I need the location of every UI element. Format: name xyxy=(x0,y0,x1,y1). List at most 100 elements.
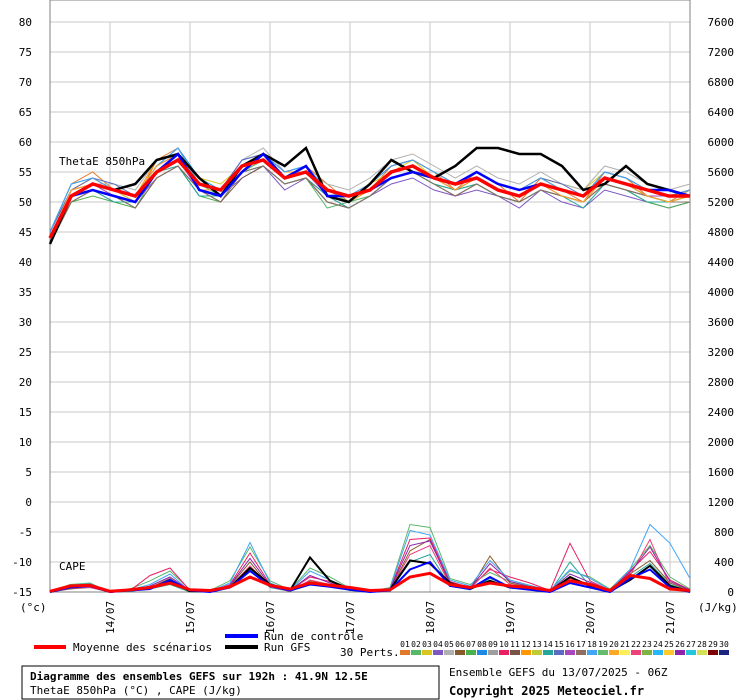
copyright: Copyright 2025 Meteociel.fr xyxy=(449,684,644,698)
thetae-mean-line xyxy=(48,157,690,239)
x-tick-label: 15/07 xyxy=(184,601,197,634)
x-tick-label: 18/07 xyxy=(424,601,437,634)
perturbation-number: 24 xyxy=(653,640,663,649)
perturbation-number: 01 xyxy=(400,640,410,649)
left-tick-label: 70 xyxy=(19,76,32,89)
left-tick-label: 35 xyxy=(19,286,32,299)
perturbation-number: 14 xyxy=(543,640,553,649)
left-tick-label: 40 xyxy=(19,256,32,269)
left-tick-label: 75 xyxy=(19,46,32,59)
left-tick-label: 60 xyxy=(19,136,32,149)
perturbation-number: 07 xyxy=(466,640,476,649)
right-tick-label: 1200 xyxy=(708,496,735,509)
left-tick-label: 55 xyxy=(19,166,32,179)
left-tick-label: -5 xyxy=(19,526,32,539)
perturbation-number: 04 xyxy=(433,640,443,649)
perturbation-swatch xyxy=(576,650,586,655)
perturbation-swatch xyxy=(455,650,465,655)
perturbation-number: 21 xyxy=(620,640,630,649)
left-tick-label: 10 xyxy=(19,436,32,449)
perturbation-swatch xyxy=(543,650,553,655)
right-tick-label: 5600 xyxy=(708,166,735,179)
legend-gfs-label: Run GFS xyxy=(264,641,310,654)
legend-mean-label: Moyenne des scénarios xyxy=(73,641,212,654)
perturbation-swatch xyxy=(444,650,454,655)
perturbation-swatch xyxy=(521,650,531,655)
right-tick-label: 4400 xyxy=(708,256,735,269)
perturbation-swatch xyxy=(510,650,520,655)
right-tick-label: 4000 xyxy=(708,286,735,299)
perturbation-number: 30 xyxy=(719,640,729,649)
perturbation-number: 28 xyxy=(697,640,707,649)
right-unit-label: (J/kg) xyxy=(698,601,738,614)
left-tick-label: 25 xyxy=(19,346,32,359)
info-title: Diagramme des ensembles GEFS sur 192h : … xyxy=(30,670,368,683)
right-tick-label: 2400 xyxy=(708,406,735,419)
cape-mean-line xyxy=(49,571,691,593)
right-tick-label: 6800 xyxy=(708,76,735,89)
perturbation-number: 10 xyxy=(499,640,509,649)
right-tick-label: 7600 xyxy=(708,16,735,29)
perturbation-number: 29 xyxy=(708,640,718,649)
right-tick-label: 7200 xyxy=(708,46,735,59)
perturbation-swatch xyxy=(609,650,619,655)
perturbation-swatch xyxy=(653,650,663,655)
left-tick-label: 50 xyxy=(19,196,32,209)
right-tick-label: 3600 xyxy=(708,316,735,329)
perturbation-swatch xyxy=(598,650,608,655)
thetae-panel-label: ThetaE 850hPa xyxy=(59,155,145,168)
perturbation-swatch xyxy=(422,650,432,655)
x-tick-label: 21/07 xyxy=(664,601,677,634)
perturbation-swatch xyxy=(620,650,630,655)
perturbation-swatch xyxy=(433,650,443,655)
perturbation-number: 20 xyxy=(609,640,619,649)
left-tick-label: 80 xyxy=(19,16,32,29)
left-tick-label: 45 xyxy=(19,226,32,239)
perturbation-swatch xyxy=(477,650,487,655)
perturbation-number: 26 xyxy=(675,640,685,649)
perturbation-number: 22 xyxy=(631,640,641,649)
x-tick-label: 19/07 xyxy=(504,601,517,634)
perturbation-number: 12 xyxy=(521,640,531,649)
right-tick-label: 5200 xyxy=(708,196,735,209)
legend-control-label: Run de contrôle xyxy=(264,630,363,643)
perturbation-swatch xyxy=(565,650,575,655)
perturbation-swatch xyxy=(708,650,718,655)
right-tick-label: 4800 xyxy=(708,226,735,239)
perturbation-number: 25 xyxy=(664,640,674,649)
x-tick-label: 14/07 xyxy=(104,601,117,634)
perturbation-number: 02 xyxy=(411,640,421,649)
right-tick-label: 6400 xyxy=(708,106,735,119)
left-tick-label: -10 xyxy=(12,556,32,569)
perturbation-number: 03 xyxy=(422,640,432,649)
perturbation-number: 15 xyxy=(554,640,564,649)
left-tick-label: 30 xyxy=(19,316,32,329)
right-tick-label: 6000 xyxy=(708,136,735,149)
perturbation-number: 27 xyxy=(686,640,696,649)
x-tick-label: 16/07 xyxy=(264,601,277,634)
right-tick-label: 800 xyxy=(714,526,734,539)
right-tick-label: 0 xyxy=(727,586,734,599)
left-tick-label: 0 xyxy=(25,496,32,509)
perturbation-swatches: 01 02 03 04 05 06 07 08 09 10 11 12 13 14 15 16 17 18 19 20… xyxy=(400,640,729,655)
left-unit-label: (°c) xyxy=(20,601,47,614)
perturbation-swatch xyxy=(631,650,641,655)
legend-perts-label: 30 Perts. xyxy=(340,646,400,659)
perturbation-swatch xyxy=(466,650,476,655)
perturbation-swatch xyxy=(664,650,674,655)
perturbation-swatch xyxy=(499,650,509,655)
perturbation-number: 23 xyxy=(642,640,652,649)
run-info: Ensemble GEFS du 13/07/2025 - 06Z xyxy=(449,666,668,679)
right-tick-label: 1600 xyxy=(708,466,735,479)
perturbation-swatch xyxy=(488,650,498,655)
perturbation-swatch xyxy=(686,650,696,655)
left-tick-label: -15 xyxy=(12,586,32,599)
main-series xyxy=(48,145,691,594)
right-axis-ticks: 7600 7200 6800 6400 6000 5600 5200 4800 4400 4000… xyxy=(708,16,735,599)
perturbation-number: 17 xyxy=(576,640,586,649)
perturbation-number: 18 xyxy=(587,640,597,649)
x-tick-label: 17/07 xyxy=(344,601,357,634)
perturbation-number: 16 xyxy=(565,640,575,649)
perturbation-swatch xyxy=(400,650,410,655)
